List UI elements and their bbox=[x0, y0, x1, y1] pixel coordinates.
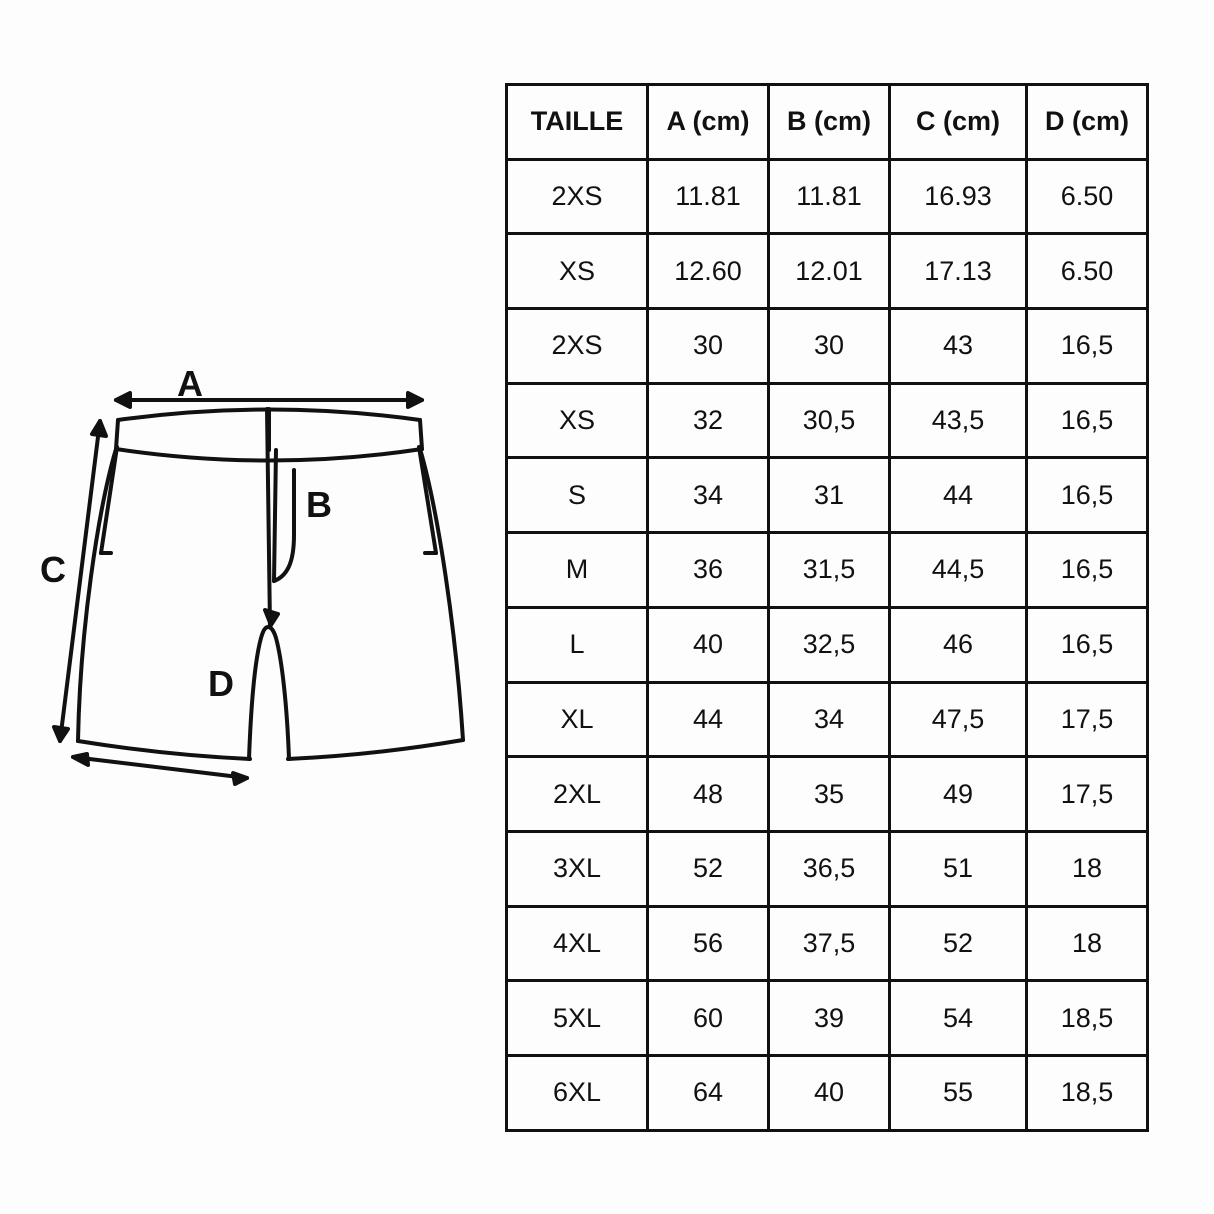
svg-text:A: A bbox=[177, 363, 203, 404]
svg-text:B: B bbox=[306, 484, 332, 525]
svg-text:C: C bbox=[40, 549, 66, 590]
svg-text:D: D bbox=[208, 663, 234, 704]
